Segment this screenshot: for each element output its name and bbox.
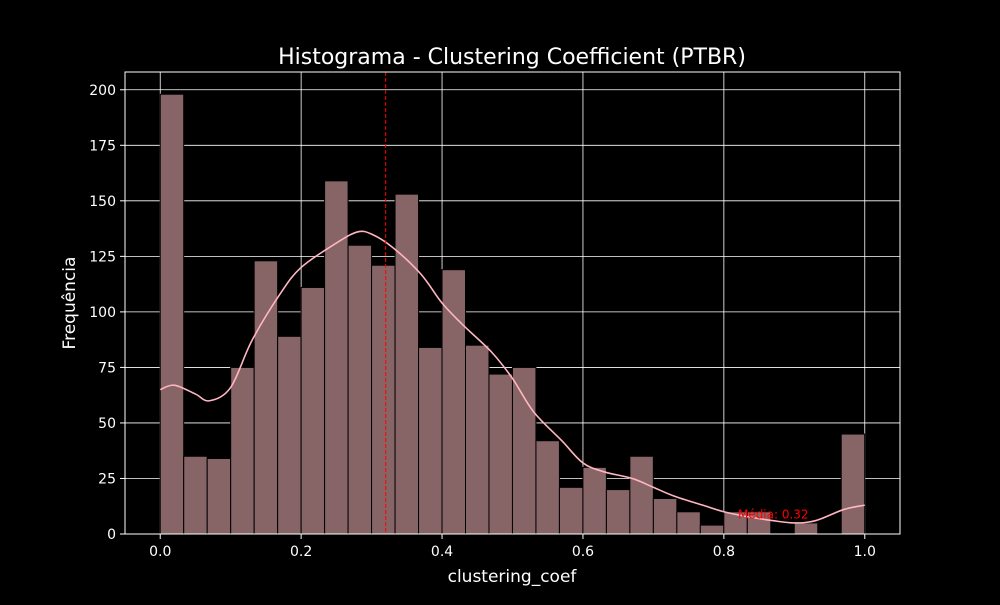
y-tick-label: 125: [89, 249, 116, 265]
mean-layer: Média: 0.32: [385, 72, 809, 534]
histogram-bar: [230, 366, 255, 535]
x-tick-label: 0.2: [290, 544, 312, 560]
axes-frame: [124, 71, 901, 535]
histogram-bar: [582, 466, 607, 535]
histogram-bar: [159, 93, 185, 535]
y-axis-label: Frequência: [60, 257, 80, 350]
histogram-bar: [840, 433, 866, 535]
mean-label: Média: 0.32: [738, 507, 809, 521]
bars-layer: [159, 93, 866, 535]
histogram-bar: [277, 335, 302, 535]
histogram-bar: [394, 193, 420, 535]
y-tick-label: 200: [89, 83, 116, 99]
x-tick-label: 1.0: [854, 544, 876, 560]
histogram-bar: [488, 373, 513, 535]
histogram-bar: [535, 440, 560, 535]
histogram-bar: [206, 457, 232, 535]
y-tick-label: 100: [89, 305, 116, 321]
histogram-bar: [324, 180, 349, 535]
histogram-bar: [605, 489, 631, 535]
ticks-layer: 0.0 0.2 0.4 0.6 0.8 1.0 0 25 50 75 100 125 150 175 200: [89, 83, 876, 560]
x-tick-label: 0.4: [431, 544, 453, 560]
histogram-bar: [464, 344, 490, 535]
histogram-bar: [300, 286, 326, 535]
y-tick-label: 50: [98, 416, 116, 432]
histogram-bar: [652, 497, 678, 535]
histogram-bar: [347, 244, 373, 535]
histogram-bar: [676, 511, 701, 535]
kde-curve: [159, 230, 865, 524]
histogram-bar: [558, 486, 584, 535]
histogram-bar: [511, 366, 537, 535]
histogram-bar: [371, 264, 396, 535]
y-tick-label: 150: [89, 194, 116, 210]
x-tick-label: 0.8: [713, 544, 735, 560]
x-tick-label: 0.0: [149, 544, 171, 560]
y-tick-label: 0: [107, 527, 116, 543]
histogram-bar: [629, 455, 654, 535]
chart-title: Histograma - Clustering Coefficient (PTB…: [278, 45, 746, 70]
y-tick-label: 25: [98, 471, 116, 487]
x-axis-label: clustering_coef: [448, 567, 578, 587]
histogram-bar: [699, 524, 725, 535]
histogram-bar: [793, 522, 819, 535]
histogram-bar: [418, 346, 443, 535]
histogram-bar: [183, 455, 208, 535]
kde-layer: [159, 230, 865, 524]
x-tick-label: 0.6: [572, 544, 594, 560]
y-tick-label: 75: [98, 360, 116, 376]
y-tick-label: 175: [89, 138, 116, 154]
histogram-bar: [441, 269, 466, 535]
